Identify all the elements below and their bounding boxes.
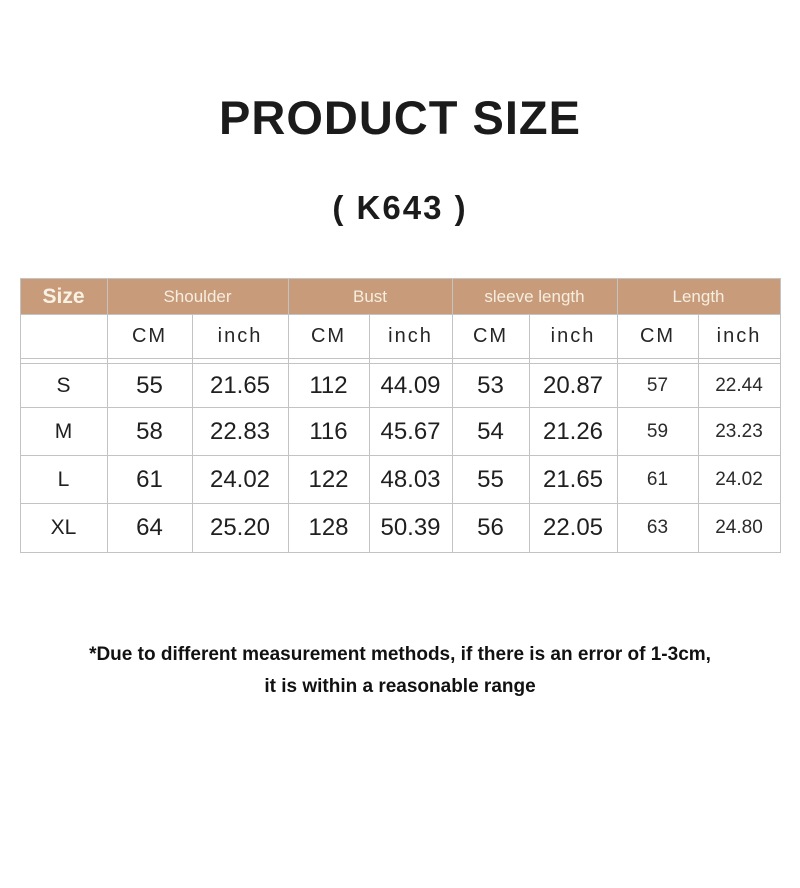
disclaimer-line-1: *Due to different measurement methods, i… xyxy=(89,644,711,665)
unit-cell-sleeve-inch: inch xyxy=(528,314,618,359)
value-cell: 21.65 xyxy=(191,363,289,408)
size-chart-table: Size Shoulder Bust sleeve length Length … xyxy=(19,278,781,553)
table-row-xl: XL 64 25.20 128 50.39 56 22.05 63 24.80 xyxy=(19,503,781,553)
table-row-m: M 58 22.83 116 45.67 54 21.26 59 23.23 xyxy=(19,407,781,456)
disclaimer-line-2: it is within a reasonable range xyxy=(264,676,536,697)
row-label-l: L xyxy=(19,455,108,504)
unit-cell-empty xyxy=(19,314,108,359)
value-cell: 24.02 xyxy=(191,455,289,504)
unit-cell-shoulder-inch: inch xyxy=(191,314,289,359)
value-cell: 50.39 xyxy=(368,503,453,553)
unit-cell-length-cm: CM xyxy=(616,314,699,359)
value-cell: 58 xyxy=(106,407,193,456)
value-cell: 61 xyxy=(106,455,193,504)
row-label-xl: XL xyxy=(19,503,108,553)
value-cell: 48.03 xyxy=(368,455,453,504)
value-cell: 61 xyxy=(616,455,699,504)
value-cell: 25.20 xyxy=(191,503,289,553)
product-size-page: PRODUCT SIZE ( K643 ) Size Shoulder Bust… xyxy=(0,88,800,888)
value-cell: 20.87 xyxy=(528,363,618,408)
unit-cell-bust-cm: CM xyxy=(287,314,370,359)
table-unit-row: CM inch CM inch CM inch CM inch xyxy=(19,314,781,359)
value-cell: 24.80 xyxy=(697,503,781,553)
page-title: PRODUCT SIZE xyxy=(219,91,581,144)
column-header-shoulder: Shoulder xyxy=(106,278,289,315)
unit-cell-shoulder-cm: CM xyxy=(106,314,193,359)
unit-cell-sleeve-cm: CM xyxy=(451,314,530,359)
value-cell: 63 xyxy=(616,503,699,553)
unit-cell-bust-inch: inch xyxy=(368,314,453,359)
value-cell: 55 xyxy=(106,363,193,408)
column-header-sleeve-length: sleeve length xyxy=(451,278,618,315)
value-cell: 54 xyxy=(451,407,530,456)
value-cell: 57 xyxy=(616,363,699,408)
column-header-bust: Bust xyxy=(287,278,453,315)
row-label-s: S xyxy=(19,363,108,408)
value-cell: 128 xyxy=(287,503,370,553)
value-cell: 116 xyxy=(287,407,370,456)
row-label-m: M xyxy=(19,407,108,456)
unit-cell-length-inch: inch xyxy=(697,314,781,359)
value-cell: 22.44 xyxy=(697,363,781,408)
value-cell: 53 xyxy=(451,363,530,408)
column-header-length: Length xyxy=(616,278,781,315)
value-cell: 122 xyxy=(287,455,370,504)
table-row-s: S 55 21.65 112 44.09 53 20.87 57 22.44 xyxy=(19,363,781,408)
value-cell: 55 xyxy=(451,455,530,504)
table-row-l: L 61 24.02 122 48.03 55 21.65 61 24.02 xyxy=(19,455,781,504)
value-cell: 23.23 xyxy=(697,407,781,456)
value-cell: 21.65 xyxy=(528,455,618,504)
product-code: ( K643 ) xyxy=(332,189,468,226)
value-cell: 22.05 xyxy=(528,503,618,553)
value-cell: 112 xyxy=(287,363,370,408)
value-cell: 21.26 xyxy=(528,407,618,456)
column-header-size: Size xyxy=(19,278,108,315)
value-cell: 64 xyxy=(106,503,193,553)
value-cell: 22.83 xyxy=(191,407,289,456)
value-cell: 45.67 xyxy=(368,407,453,456)
table-group-header-row: Size Shoulder Bust sleeve length Length xyxy=(19,278,781,315)
value-cell: 44.09 xyxy=(368,363,453,408)
value-cell: 24.02 xyxy=(697,455,781,504)
value-cell: 56 xyxy=(451,503,530,553)
measurement-disclaimer: *Due to different measurement methods, i… xyxy=(0,639,800,703)
value-cell: 59 xyxy=(616,407,699,456)
